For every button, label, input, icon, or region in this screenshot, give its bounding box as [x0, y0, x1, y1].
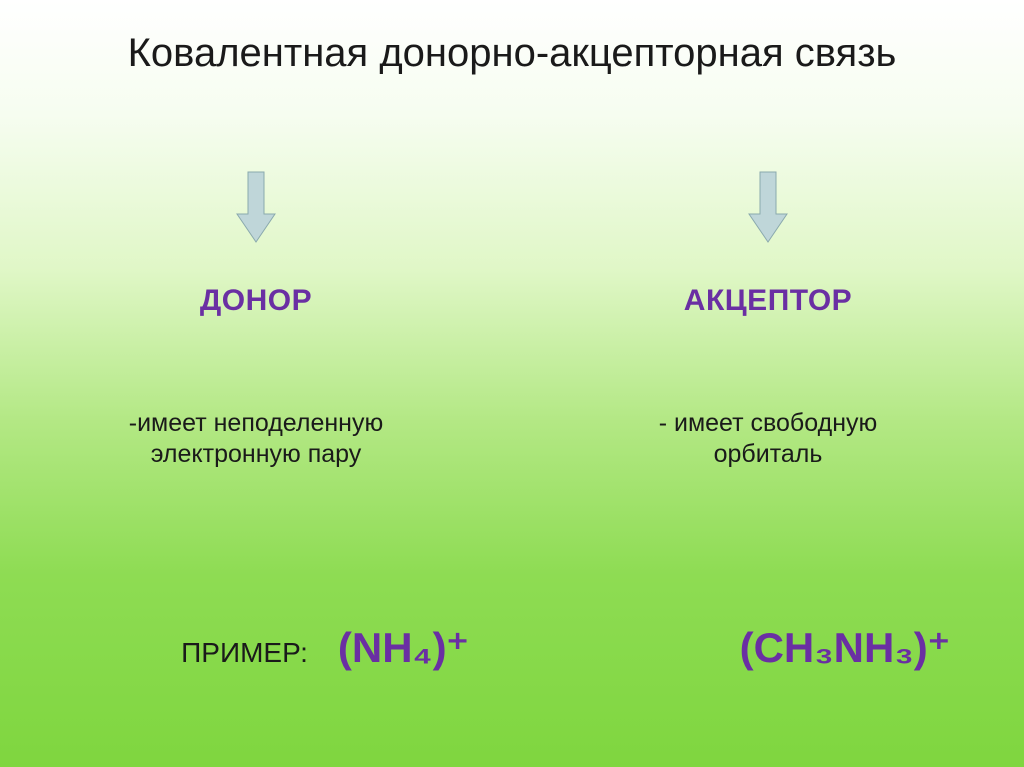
arrow-down-icon: [235, 170, 277, 244]
columns: ДОНОР -имеет неподеленную электронную па…: [0, 170, 1024, 471]
acceptor-description: - имеет свободную орбиталь: [659, 408, 878, 471]
slide-title: Ковалентная донорно-акцепторная связь: [60, 28, 964, 78]
example-formula-2: (CH₃NH₃)⁺: [676, 623, 1014, 672]
acceptor-heading: АКЦЕПТОР: [684, 284, 852, 318]
donor-column: ДОНОР -имеет неподеленную электронную па…: [0, 170, 512, 471]
examples-row: ПРИМЕР: (NH₄)⁺ (CH₃NH₃)⁺: [0, 623, 1024, 672]
slide: Ковалентная донорно-акцепторная связь ДО…: [0, 0, 1024, 767]
arrow-path: [749, 172, 787, 242]
arrow-path: [237, 172, 275, 242]
arrow-down-icon: [747, 170, 789, 244]
example-label: ПРИМЕР:: [0, 637, 338, 669]
acceptor-column: АКЦЕПТОР - имеет свободную орбиталь: [512, 170, 1024, 471]
donor-description: -имеет неподеленную электронную пару: [129, 408, 383, 471]
example-formula-1: (NH₄)⁺: [338, 623, 676, 672]
donor-heading: ДОНОР: [200, 284, 312, 318]
